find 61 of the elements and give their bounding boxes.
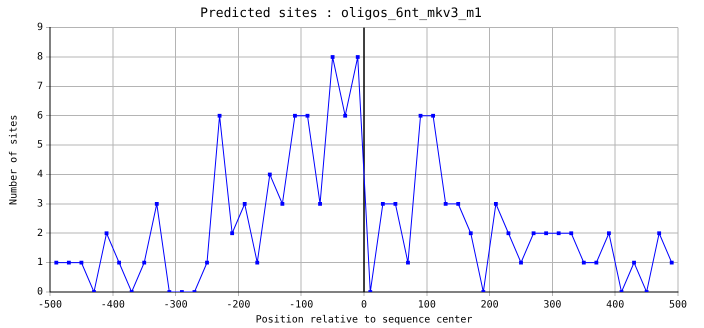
point (66, 260, 71, 265)
x-axis-title: Position relative to sequence center (256, 314, 472, 326)
y-tick-label: 0 (36, 286, 44, 298)
point (657, 231, 662, 236)
point (670, 260, 674, 265)
point (205, 260, 209, 265)
point (444, 202, 448, 206)
point (356, 55, 360, 59)
y-tick-label: 7 (36, 80, 44, 92)
y-tick-label: 4 (36, 169, 44, 180)
point (80, 260, 84, 265)
chart-title: Predicted sites : oligos_6nt_mkv3_m1 (200, 6, 482, 22)
point (230, 231, 234, 236)
point (532, 231, 536, 236)
point (494, 202, 498, 206)
point (607, 231, 611, 236)
y-tick-label: 8 (36, 52, 44, 63)
point (456, 202, 460, 206)
point (380, 202, 385, 206)
point (242, 202, 247, 206)
x-tick-label: -400 (100, 300, 125, 311)
point (293, 114, 297, 118)
point (218, 114, 222, 118)
x-tick-label: -300 (164, 300, 188, 311)
x-tick-label: 300 (543, 300, 562, 311)
point (154, 202, 159, 206)
point (594, 260, 598, 265)
point (544, 231, 548, 236)
x-tick-label: 500 (668, 300, 688, 311)
y-tick-label: 6 (36, 110, 44, 122)
x-tick-label: 200 (480, 300, 499, 311)
point (117, 260, 122, 265)
x-tick-label: -500 (38, 300, 62, 311)
point (280, 202, 284, 206)
point (418, 114, 422, 118)
point (142, 260, 146, 265)
point (582, 260, 586, 265)
y-tick-label: 9 (36, 22, 44, 34)
point (104, 231, 108, 236)
point (393, 202, 398, 206)
point (506, 231, 510, 236)
x-tick-label: 400 (606, 300, 624, 311)
point (255, 260, 260, 265)
point (306, 114, 310, 118)
point (632, 260, 636, 265)
point (330, 55, 335, 59)
y-tick-label: 1 (36, 257, 44, 268)
point (519, 260, 523, 265)
x-tick-label: -100 (289, 300, 314, 311)
y-tick-label: 3 (36, 198, 44, 210)
x-tick-label: 100 (418, 300, 436, 311)
y-tick-label: 2 (36, 228, 44, 239)
point (406, 260, 410, 265)
point (318, 202, 322, 206)
point (431, 114, 435, 118)
x-tick-label: 0 (360, 300, 368, 311)
point (54, 260, 58, 265)
x-tick-label: -200 (226, 300, 250, 311)
y-tick-label: 5 (36, 140, 44, 151)
point (268, 172, 272, 176)
y-axis-title: Number of sites (8, 114, 20, 205)
